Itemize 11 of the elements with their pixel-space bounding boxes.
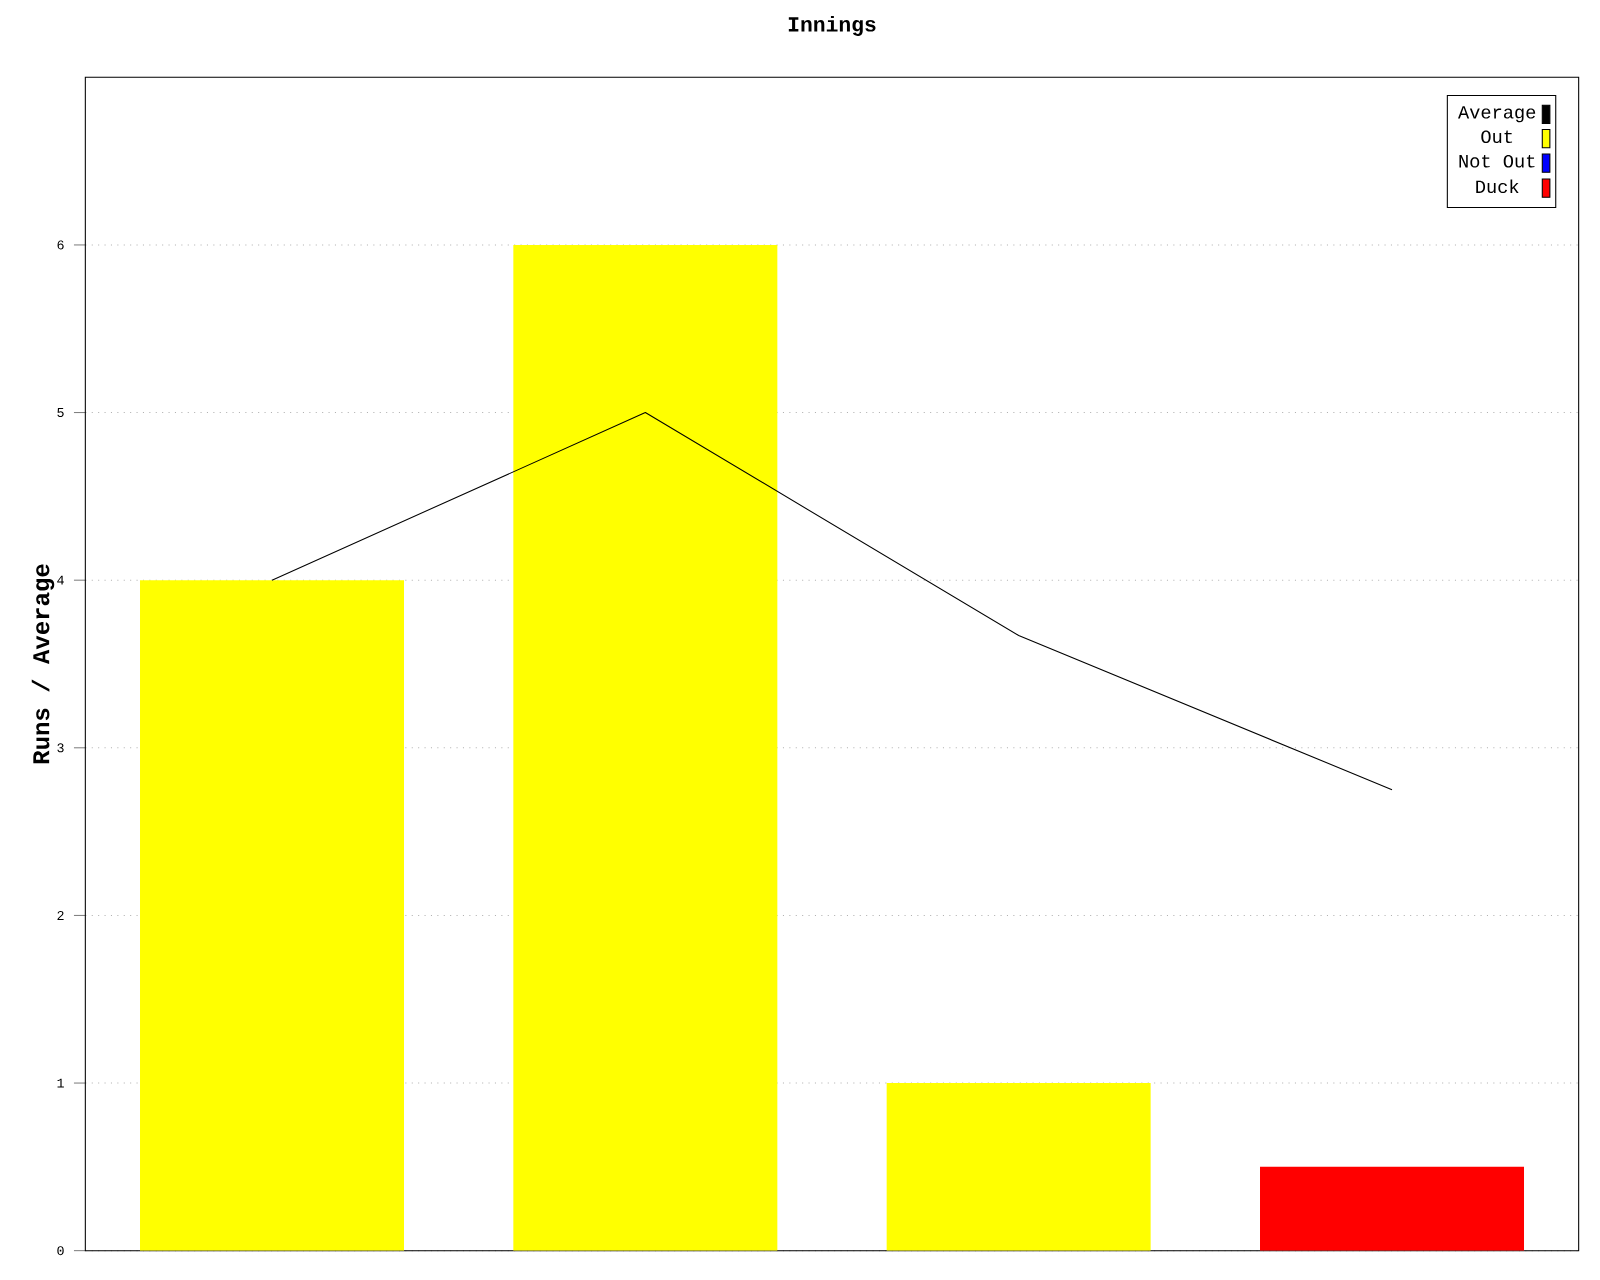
bar <box>1260 1166 1525 1251</box>
chart-title: Innings <box>788 15 876 36</box>
bar <box>886 1083 1151 1251</box>
y-axis-title: Runs / Average <box>31 564 55 764</box>
line-series <box>271 412 1393 791</box>
legend-label: Average <box>1458 106 1536 123</box>
legend-label: Out <box>1481 130 1513 144</box>
legend-label: Duck <box>1476 179 1519 194</box>
bar <box>513 244 778 1251</box>
legend-label: Not Out <box>1459 154 1535 168</box>
bar <box>140 580 404 1251</box>
